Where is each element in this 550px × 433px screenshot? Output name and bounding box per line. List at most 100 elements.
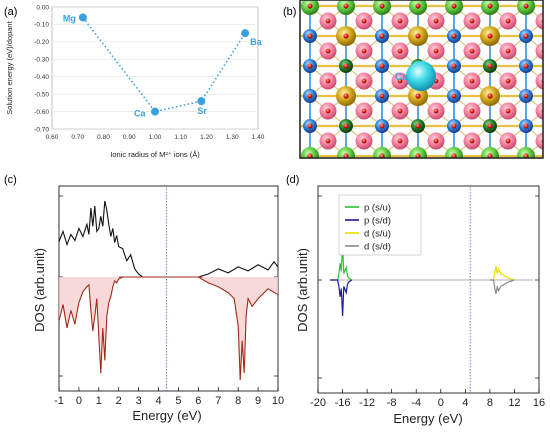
chart-d-x-tick-label: 8 (487, 397, 493, 409)
oxygen-atom (379, 153, 385, 158)
oxygen-atom (451, 33, 457, 39)
chart-c-x-tick-label: 5 (175, 395, 181, 407)
chart-c-x-tick-label: 1 (96, 395, 102, 407)
chart-d-x-tick-label: 0 (438, 397, 444, 409)
pdos-legend: p (s/u) p (s/d) d (s/u) d (s/d) (338, 194, 422, 256)
oxygen-atom (343, 153, 349, 158)
oxygen-atom (379, 63, 385, 69)
data-point-mg (78, 13, 87, 22)
oxygen-atom (397, 108, 403, 114)
chart-c-x-axis-label: Energy (eV) (132, 408, 201, 423)
chart-a-x-tick-label: 1.10 (174, 134, 187, 141)
oxygen-atom (469, 108, 475, 114)
oxygen-atom (343, 63, 349, 69)
pdos-series-line (489, 279, 515, 294)
oxygen-atom (433, 48, 439, 54)
chart-d-x-tick-label: -12 (359, 397, 375, 409)
panel-label-c: (c) (4, 174, 17, 186)
oxygen-atom (397, 48, 403, 54)
oxygen-atom (487, 123, 493, 129)
oxygen-atom (523, 63, 529, 69)
oxygen-atom (451, 3, 457, 9)
lattice-atom (445, 147, 463, 158)
chart-c-x-tick-label: 2 (116, 395, 122, 407)
lattice-atom (409, 147, 427, 158)
oxygen-atom (325, 78, 331, 84)
lattice-atom (301, 147, 319, 158)
oxygen-atom (487, 3, 493, 9)
legend-entry-label: p (s/d) (364, 215, 391, 226)
chart-d-x-tick-label: -4 (411, 397, 421, 409)
oxygen-atom (307, 3, 313, 9)
chart-a-x-tick-label: 0.80 (97, 134, 110, 141)
oxygen-atom (325, 138, 331, 144)
oxygen-atom (487, 93, 493, 99)
oxygen-atom (505, 48, 511, 54)
oxygen-atom (307, 63, 313, 69)
oxygen-atom (505, 18, 511, 24)
oxygen-atom (451, 93, 457, 99)
chart-d-x-tick-label: 12 (508, 397, 520, 409)
oxygen-atom (361, 138, 367, 144)
oxygen-atom (397, 138, 403, 144)
chart-d-x-tick-label: -20 (310, 397, 326, 409)
chart-a-y-tick-label: -0.10 (34, 22, 49, 29)
oxygen-atom (397, 78, 403, 84)
oxygen-atom (415, 93, 421, 99)
oxygen-atom (343, 123, 349, 129)
legend-entry-label: d (s/d) (364, 241, 391, 252)
oxygen-atom (397, 18, 403, 24)
chart-a-y-tick-label: 0.00 (36, 4, 49, 11)
legend-box (338, 194, 422, 256)
pdos-series-line (489, 266, 515, 281)
chart-a-y-tick-label: -0.30 (34, 57, 49, 64)
chart-d-x-tick-label: -8 (387, 397, 397, 409)
chart-a-x-axis-label: Ionic radius of M²⁺ ions (Å) (110, 150, 200, 159)
chart-a-x-tick-label: 0.60 (46, 134, 59, 141)
lattice-atom (481, 147, 499, 158)
data-point-label-mg: Mg (63, 13, 76, 23)
crystal-frame (299, 0, 544, 159)
panel-label-d: (d) (286, 174, 299, 186)
solution-energy-chart: 0.00-0.10-0.20-0.30-0.40-0.50-0.60-0.70 … (5, 4, 265, 159)
lattice-atom (517, 147, 535, 158)
lattice-atom (535, 12, 543, 30)
legend-entry-label: d (s/u) (364, 228, 391, 239)
crystal-bond (525, 51, 543, 67)
chart-a-x-tick-label: 1.20 (200, 134, 213, 141)
oxygen-atom (487, 63, 493, 69)
oxygen-atom (343, 3, 349, 9)
data-point-label-ca: Ca (134, 109, 146, 119)
chart-a-y-tick-label: -0.20 (34, 39, 49, 46)
partial-dos-chart: -20 -16 -12 -8 -4 0 4 8 12 16 p (s/u) p (s/d) d (s/… (295, 185, 545, 426)
legend-entry-label: p (s/u) (364, 202, 391, 213)
crystal-bond (525, 111, 543, 127)
chart-a-x-tick-label: 1.00 (149, 134, 162, 141)
oxygen-atom (415, 153, 421, 158)
oxygen-atom (505, 78, 511, 84)
oxygen-atom (307, 33, 313, 39)
oxygen-atom (343, 33, 349, 39)
total-dos-chart: -1 0 1 2 3 4 5 6 7 8 9 10 Energy (eV) DOS (arb.unit… (32, 185, 284, 423)
oxygen-atom (415, 3, 421, 9)
pdos-series-line (330, 279, 353, 317)
oxygen-atom (451, 63, 457, 69)
chart-a-y-tick-label: -0.40 (34, 74, 49, 81)
chart-c-y-axis-label: DOS (arb.unit) (32, 248, 47, 332)
chart-c-x-tick-label: 4 (155, 395, 161, 407)
oxygen-atom (361, 78, 367, 84)
oxygen-atom (451, 153, 457, 158)
lattice-atom (535, 102, 543, 120)
oxygen-atom (487, 33, 493, 39)
chart-c-x-tick-label: 8 (235, 395, 241, 407)
dos-spin-down-line (58, 276, 279, 381)
oxygen-atom (325, 18, 331, 24)
oxygen-atom (325, 48, 331, 54)
oxygen-atom (415, 33, 421, 39)
data-point-ca (151, 107, 159, 116)
oxygen-atom (379, 123, 385, 129)
chart-d-x-tick-label: -16 (335, 397, 351, 409)
chart-c-x-tick-label: 10 (272, 395, 284, 407)
crystal-bond (525, 35, 543, 51)
